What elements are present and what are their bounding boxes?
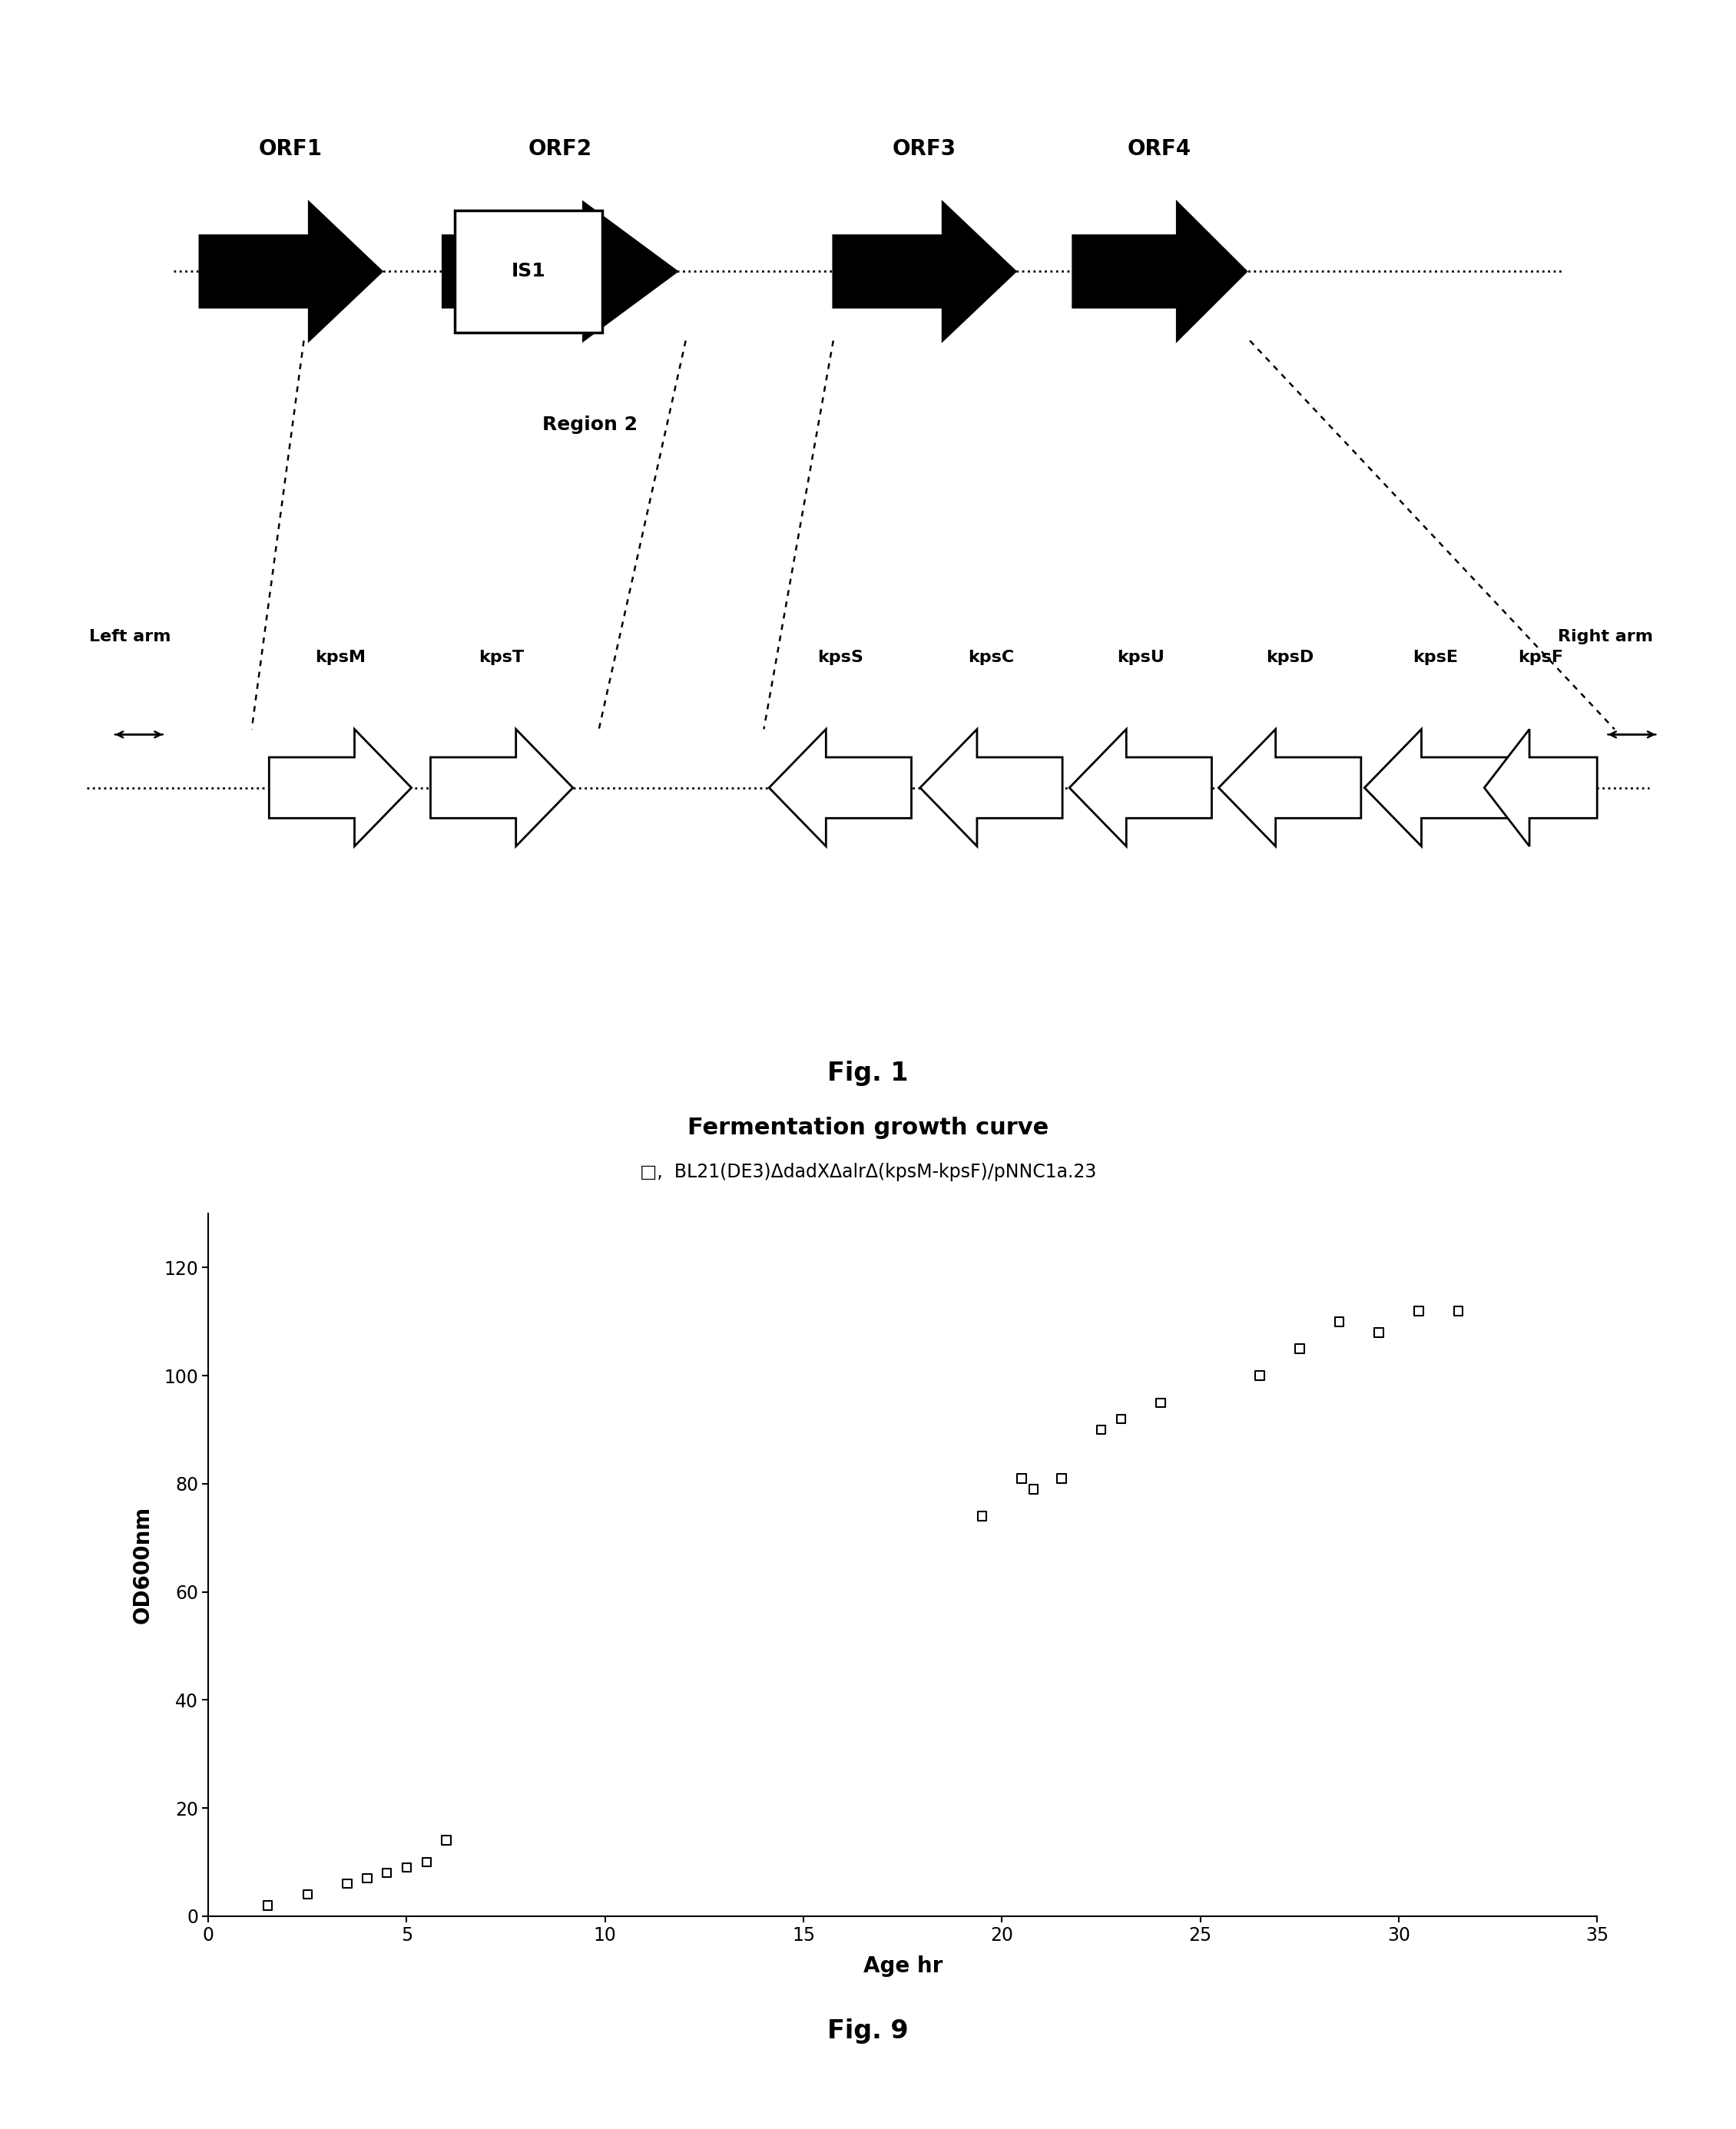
FancyArrow shape: [833, 202, 1016, 341]
Text: kpsD: kpsD: [1266, 649, 1314, 664]
Point: [1147, 1386, 1175, 1420]
Point: [1019, 1471, 1047, 1505]
Text: kpsF: kpsF: [1517, 649, 1564, 664]
Text: kpsM: kpsM: [314, 649, 366, 664]
Point: [1047, 1460, 1075, 1495]
X-axis label: Age hr: Age hr: [863, 1954, 943, 1978]
Text: kpsS: kpsS: [818, 649, 863, 664]
Point: [1087, 1414, 1115, 1448]
Text: Right arm: Right arm: [1559, 628, 1653, 645]
Text: Fermentation growth curve: Fermentation growth curve: [687, 1118, 1049, 1139]
FancyArrow shape: [1364, 728, 1507, 847]
FancyArrow shape: [1219, 728, 1361, 847]
Point: [969, 1499, 996, 1533]
Point: [1444, 1294, 1472, 1328]
Point: [432, 1822, 460, 1856]
Point: [392, 1850, 420, 1884]
Text: Fig. 1: Fig. 1: [828, 1060, 908, 1086]
FancyArrow shape: [443, 202, 677, 341]
Point: [253, 1888, 281, 1922]
Point: [1286, 1331, 1314, 1365]
Text: □,  BL21(DE3)ΔdadXΔalrΔ(kpsM-kpsF)/pNNC1a.23: □, BL21(DE3)ΔdadXΔalrΔ(kpsM-kpsF)/pNNC1a…: [641, 1162, 1095, 1182]
FancyArrow shape: [1069, 728, 1212, 847]
Point: [1404, 1294, 1432, 1328]
Point: [1108, 1401, 1135, 1435]
Point: [413, 1846, 441, 1880]
Point: [1246, 1358, 1274, 1392]
Text: ORF1: ORF1: [259, 138, 323, 160]
Point: [333, 1867, 361, 1901]
Y-axis label: OD600nm: OD600nm: [132, 1505, 153, 1624]
Point: [1325, 1305, 1352, 1339]
FancyArrow shape: [769, 728, 911, 847]
Text: kpsC: kpsC: [969, 649, 1014, 664]
FancyArrow shape: [1484, 728, 1597, 847]
FancyArrow shape: [920, 728, 1062, 847]
Text: kpsT: kpsT: [479, 649, 524, 664]
FancyArrow shape: [431, 728, 573, 847]
Text: ORF2: ORF2: [528, 138, 592, 160]
FancyArrow shape: [200, 202, 382, 341]
Text: Left arm: Left arm: [89, 628, 172, 645]
Bar: [455, 211, 602, 332]
Text: Fig. 9: Fig. 9: [828, 2018, 908, 2044]
Text: ORF3: ORF3: [892, 138, 957, 160]
Point: [352, 1861, 380, 1895]
Text: Region 2: Region 2: [543, 415, 637, 434]
Point: [373, 1856, 401, 1891]
Text: ORF4: ORF4: [1128, 138, 1191, 160]
Point: [1009, 1460, 1036, 1495]
Text: kpsU: kpsU: [1116, 649, 1165, 664]
Text: kpsE: kpsE: [1413, 649, 1458, 664]
Point: [1364, 1316, 1392, 1350]
Point: [293, 1878, 321, 1912]
FancyArrow shape: [269, 728, 411, 847]
FancyArrow shape: [1073, 202, 1246, 341]
Text: IS1: IS1: [512, 262, 545, 281]
